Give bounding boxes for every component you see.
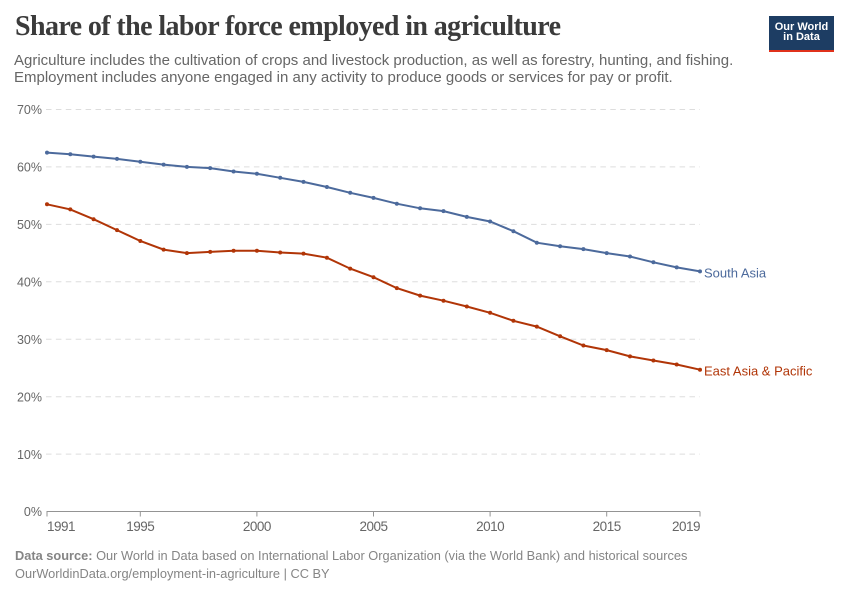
svg-text:40%: 40% [17, 276, 42, 290]
svg-text:70%: 70% [17, 103, 42, 117]
svg-text:2015: 2015 [593, 519, 621, 534]
svg-text:0%: 0% [24, 505, 42, 519]
svg-text:1991: 1991 [47, 519, 75, 534]
svg-text:20%: 20% [17, 390, 42, 404]
svg-text:60%: 60% [17, 161, 42, 175]
svg-text:2000: 2000 [243, 519, 271, 534]
svg-text:10%: 10% [17, 448, 42, 462]
svg-text:50%: 50% [17, 218, 42, 232]
svg-text:East Asia & Pacific: East Asia & Pacific [704, 363, 813, 378]
svg-text:South Asia: South Asia [704, 265, 767, 280]
svg-text:2010: 2010 [476, 519, 504, 534]
svg-text:1995: 1995 [126, 519, 154, 534]
svg-text:2005: 2005 [359, 519, 387, 534]
svg-text:2019: 2019 [672, 519, 700, 534]
svg-text:30%: 30% [17, 333, 42, 347]
